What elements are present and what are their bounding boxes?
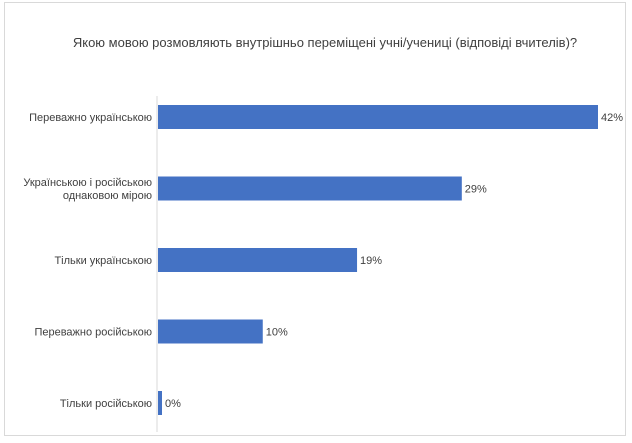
value-label-3: 19%: [360, 255, 382, 267]
value-label-1: 42%: [601, 112, 623, 124]
bar-5: [158, 391, 162, 415]
bar-2: [158, 176, 462, 201]
bar-3: [158, 248, 358, 272]
bar-4: [158, 319, 263, 344]
value-label-5: 0%: [165, 398, 181, 410]
chart-frame: Якою мовою розмовляють внутрішньо перемі…: [4, 2, 626, 436]
labels-group: 42% Переважно українською 29% Українською і…: [23, 112, 623, 410]
category-label-4: Переважно російською: [34, 327, 152, 339]
chart-title: Якою мовою розмовляють внутрішньо перемі…: [72, 35, 578, 50]
category-label-2: Українською і російською однаковою мірою: [23, 177, 152, 202]
category-label-3: Тільки українською: [54, 255, 152, 267]
bars-group: [158, 105, 598, 415]
value-label-2: 29%: [465, 184, 487, 196]
value-label-4: 10%: [266, 327, 288, 339]
category-label-5: Тільки російською: [60, 398, 152, 410]
category-label-1: Переважно українською: [29, 112, 152, 124]
bar-1: [158, 105, 598, 129]
